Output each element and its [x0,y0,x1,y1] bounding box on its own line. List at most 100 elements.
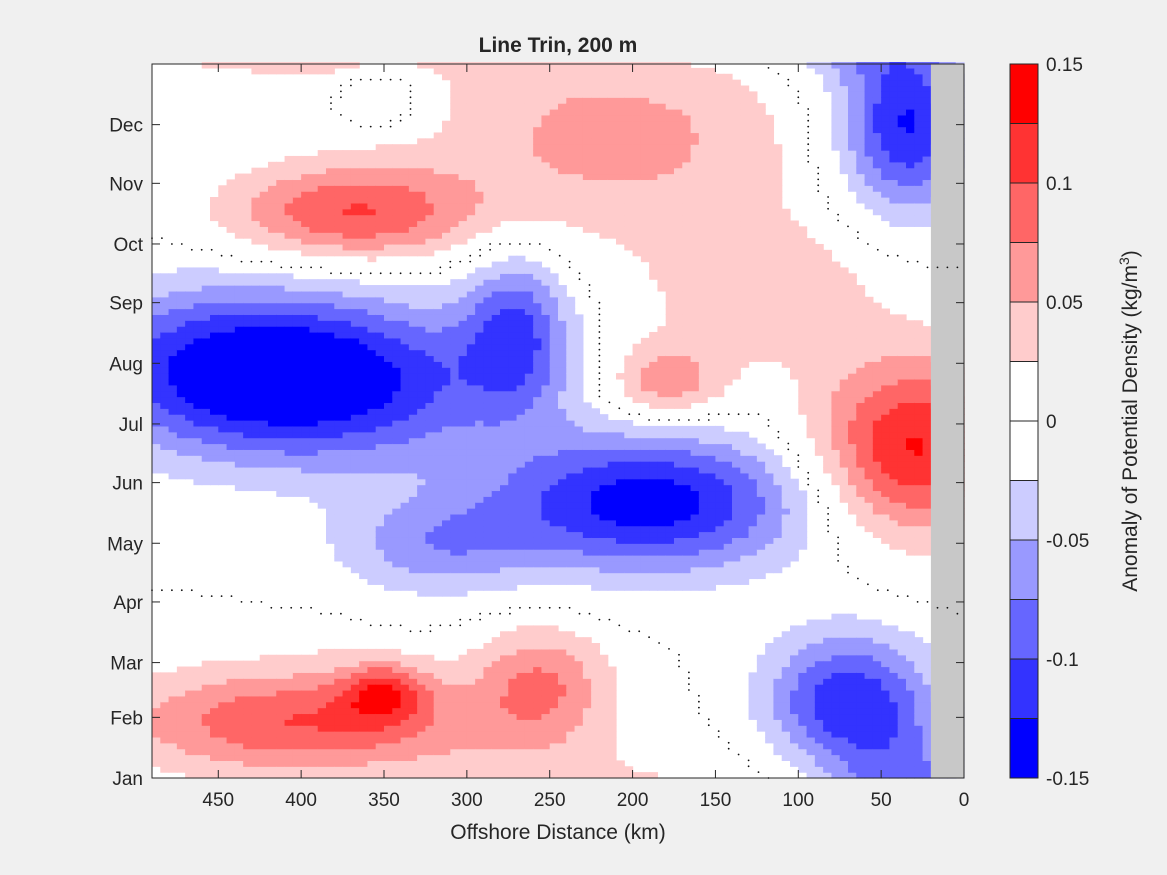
heatmap-cell [574,202,584,210]
heatmap-cell [574,695,584,703]
heatmap-cell [268,320,277,327]
heatmap-cell [582,537,592,544]
heatmap-cell [475,202,485,210]
heatmap-cell [599,425,609,433]
heatmap-cell [317,290,327,298]
heatmap-cell [524,549,534,556]
heatmap-cell [541,384,551,392]
heatmap-cell [558,402,567,409]
heatmap-cell [359,437,369,445]
heatmap-cell [425,689,435,697]
heatmap-cell [375,754,385,761]
heatmap-cell [417,208,427,216]
heatmap-cell [367,302,377,310]
heatmap-cell [201,748,211,756]
heatmap-cell [549,197,559,204]
heatmap-cell [524,103,534,110]
heatmap-cell [566,484,576,492]
heatmap-cell [541,79,551,87]
heatmap-cell [558,420,567,427]
heatmap-cell [193,684,203,691]
heatmap-cell [533,631,543,638]
heatmap-cell [475,449,485,456]
heatmap-cell [359,167,369,175]
heatmap-cell [433,161,443,169]
heatmap-cell [201,695,211,703]
heatmap-cell [549,108,559,116]
heatmap-cell [384,349,393,357]
heatmap-cell [185,367,195,374]
heatmap-cell [574,73,584,81]
heatmap-cell [226,179,236,186]
heatmap-cell [384,173,393,181]
heatmap-cell [500,120,509,128]
heatmap-cell [309,296,319,304]
heatmap-cell [508,185,518,192]
heatmap-cell [334,314,344,321]
heatmap-cell [400,179,410,186]
heatmap-cell [616,760,625,767]
heatmap-cell [284,390,294,398]
heatmap-cell [450,202,460,210]
heatmap-cell [574,62,584,69]
heatmap-cell [607,466,617,474]
heatmap-cell [367,736,377,744]
heatmap-cell [384,167,393,175]
heatmap-cell [450,466,460,474]
heatmap-cell [475,114,485,122]
heatmap-cell [268,754,277,761]
heatmap-cell [367,420,377,427]
heatmap-cell [259,290,269,298]
heatmap-cell [210,373,219,380]
heatmap-cell [259,279,269,286]
heatmap-cell [201,308,211,315]
heatmap-cell [458,290,468,298]
heatmap-cell [433,672,443,679]
heatmap-cell [210,214,219,222]
heatmap-cell [317,449,327,456]
heatmap-cell [317,302,327,310]
heatmap-cell [309,279,319,286]
heatmap-cell [549,731,559,738]
heatmap-cell [334,549,344,556]
heatmap-cell [491,126,501,134]
heatmap-cell [624,150,634,157]
heatmap-cell [516,637,526,644]
heatmap-cell [475,126,485,134]
heatmap-cell [375,736,385,744]
heatmap-cell [516,461,526,468]
heatmap-cell [301,179,311,186]
heatmap-cell [433,502,443,509]
heatmap-cell [342,472,352,480]
heatmap-cell [524,91,534,98]
heatmap-cell [326,197,335,204]
heatmap-cell [466,232,476,239]
heatmap-cell [400,466,410,474]
heatmap-cell [342,238,352,245]
heatmap-cell [176,402,186,409]
heatmap-cell [541,637,551,644]
heatmap-cell [359,513,369,521]
heatmap-cell [417,719,427,726]
heatmap-cell [549,126,559,134]
heatmap-cell [226,185,236,192]
heatmap-cell [359,484,369,492]
heatmap-cell [541,326,551,333]
heatmap-cell [292,378,302,386]
heatmap-cell [458,666,468,673]
heatmap-cell [500,197,509,204]
heatmap-cell [558,754,567,761]
heatmap-cell [326,179,335,186]
heatmap-cell [350,361,360,368]
heatmap-cell [574,654,584,662]
heatmap-cell [400,443,410,450]
heatmap-cell [342,772,352,779]
heatmap-cell [466,85,476,92]
heatmap-cell [582,496,592,503]
heatmap-cell [541,126,551,134]
heatmap-cell [367,466,377,474]
heatmap-cell [301,672,311,679]
heatmap-cell [508,508,518,515]
heatmap-cell [292,214,302,222]
heatmap-cell [558,62,567,69]
